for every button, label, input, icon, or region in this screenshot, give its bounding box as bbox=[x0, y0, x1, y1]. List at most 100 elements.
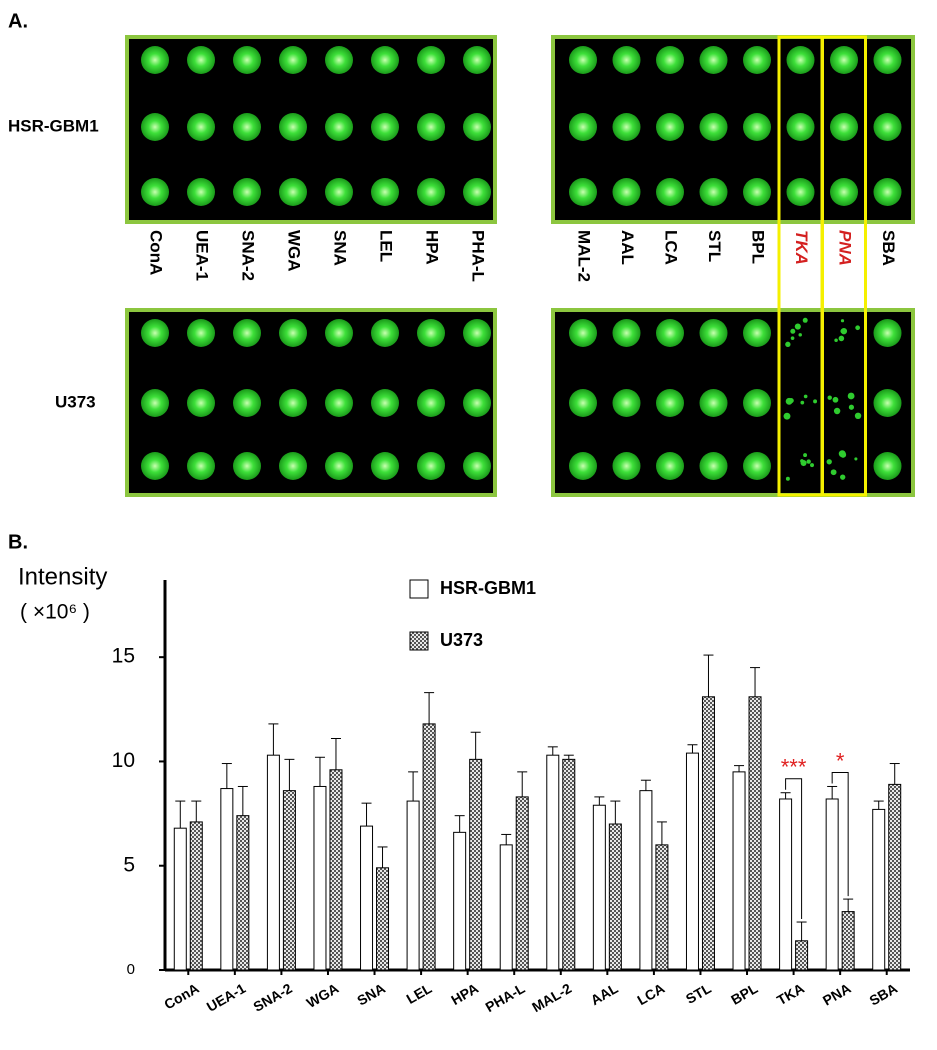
bar bbox=[732, 771, 746, 971]
bar bbox=[220, 788, 234, 971]
lectin-label: UEA-1 bbox=[193, 230, 212, 281]
spot bbox=[830, 178, 858, 206]
lectin-label: PHA-L bbox=[469, 230, 488, 282]
spot bbox=[325, 389, 353, 417]
spot bbox=[233, 178, 261, 206]
spot bbox=[612, 319, 641, 347]
speck bbox=[834, 338, 838, 343]
error-bar bbox=[517, 771, 528, 797]
spot bbox=[612, 452, 641, 480]
spot bbox=[325, 319, 353, 347]
spot bbox=[699, 452, 728, 480]
bar bbox=[499, 844, 513, 971]
error-bar bbox=[656, 821, 667, 845]
lectin-label: LEL bbox=[377, 230, 396, 262]
spot bbox=[325, 178, 353, 206]
error-bar bbox=[501, 833, 512, 845]
bar bbox=[236, 815, 250, 971]
spot bbox=[656, 389, 684, 417]
bar bbox=[360, 825, 374, 971]
lectin-label: ConA bbox=[147, 230, 166, 275]
legend-label: HSR-GBM1 bbox=[440, 578, 536, 598]
bar bbox=[469, 758, 483, 971]
error-bar bbox=[284, 758, 295, 791]
spot bbox=[656, 319, 684, 347]
spot bbox=[279, 319, 307, 347]
spot bbox=[141, 178, 169, 206]
speck bbox=[803, 394, 808, 399]
error-bar bbox=[408, 771, 419, 802]
spot bbox=[830, 113, 858, 141]
spot bbox=[141, 113, 169, 141]
x-tick-label: SNA bbox=[354, 980, 388, 1009]
spot bbox=[830, 46, 858, 74]
bar bbox=[329, 769, 343, 971]
spot bbox=[743, 178, 771, 206]
x-tick-label: SNA-2 bbox=[250, 980, 295, 1015]
error-bar bbox=[750, 667, 761, 697]
error-bar bbox=[734, 765, 745, 772]
bar bbox=[825, 798, 839, 971]
spot bbox=[463, 178, 491, 206]
speck bbox=[788, 397, 794, 404]
spot bbox=[325, 113, 353, 141]
bar bbox=[313, 785, 327, 971]
speck bbox=[783, 412, 791, 420]
spot bbox=[463, 46, 491, 74]
error-bar bbox=[843, 898, 854, 912]
y-axis-unit: ( ×10⁶ ) bbox=[20, 601, 90, 624]
spot bbox=[569, 389, 597, 417]
error-bar bbox=[780, 792, 791, 799]
lectin-label: SBA bbox=[879, 230, 898, 266]
error-bar bbox=[454, 815, 465, 833]
bar bbox=[592, 804, 606, 971]
spot bbox=[699, 389, 728, 417]
spot bbox=[187, 452, 215, 480]
lectin-label: LCA bbox=[662, 230, 681, 265]
spot bbox=[371, 178, 399, 206]
spot bbox=[786, 113, 815, 141]
spot bbox=[873, 46, 902, 74]
spot bbox=[873, 178, 902, 206]
spot bbox=[141, 389, 169, 417]
speck bbox=[840, 329, 845, 334]
x-tick-label: STL bbox=[683, 980, 714, 1007]
error-bar bbox=[424, 692, 435, 724]
error-bar bbox=[330, 738, 341, 770]
speck bbox=[833, 407, 841, 415]
spot bbox=[417, 113, 445, 141]
speck bbox=[794, 323, 801, 330]
bar bbox=[795, 940, 809, 971]
spot bbox=[325, 46, 353, 74]
spot bbox=[279, 113, 307, 141]
speck bbox=[826, 459, 832, 465]
highlight-box bbox=[821, 35, 867, 497]
speck bbox=[830, 469, 837, 476]
spot bbox=[569, 178, 597, 206]
y-tick-label: 5 bbox=[123, 853, 135, 876]
error-bar bbox=[563, 754, 574, 760]
lectin-label: TKA bbox=[792, 230, 811, 265]
spot bbox=[699, 319, 728, 347]
x-tick-label: WGA bbox=[304, 980, 342, 1011]
row-label: U373 bbox=[55, 392, 96, 411]
spot bbox=[141, 46, 169, 74]
bar bbox=[376, 867, 390, 971]
error-bar bbox=[594, 796, 605, 806]
spot bbox=[463, 113, 491, 141]
speck bbox=[803, 453, 808, 458]
bar bbox=[266, 754, 280, 971]
spot bbox=[187, 389, 215, 417]
error-bar bbox=[687, 744, 698, 754]
spot bbox=[612, 113, 641, 141]
speck bbox=[802, 317, 808, 323]
bar bbox=[685, 752, 699, 971]
lectin-label: AAL bbox=[618, 230, 637, 265]
spot bbox=[371, 46, 399, 74]
y-axis-label: Intensity bbox=[18, 563, 107, 590]
bar bbox=[748, 696, 762, 971]
spot bbox=[873, 319, 902, 347]
x-tick-label: LEL bbox=[404, 980, 435, 1007]
bar bbox=[189, 821, 203, 971]
spot bbox=[873, 452, 902, 480]
